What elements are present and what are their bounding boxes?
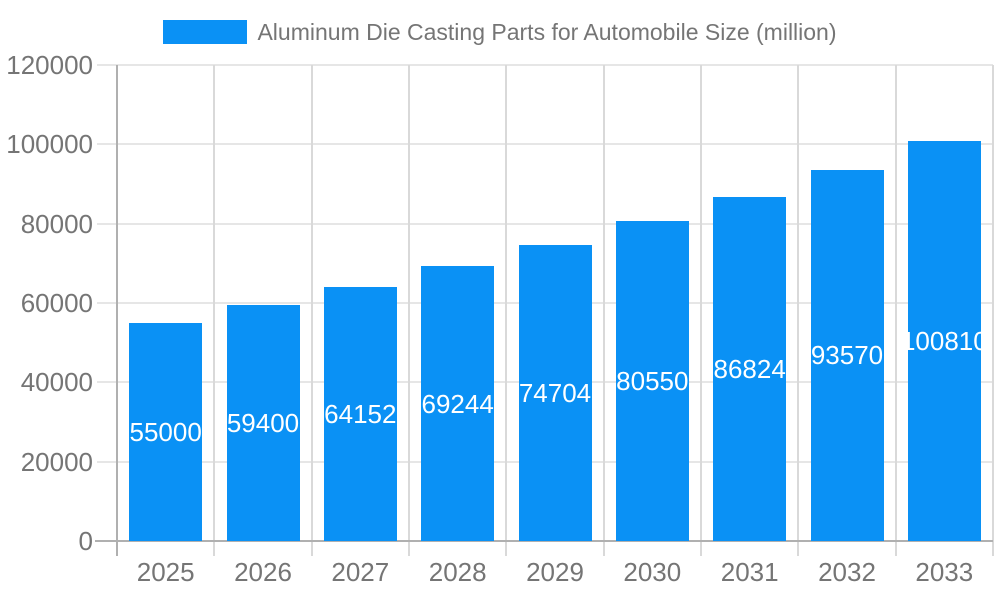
y-axis-tick-label: 120000 [6, 50, 93, 80]
bar-value-label: 59400 [226, 408, 300, 439]
x-axis-tick-label: 2032 [818, 557, 876, 587]
legend-label[interactable]: Aluminum Die Casting Parts for Automobil… [257, 19, 837, 45]
bar[interactable] [518, 244, 592, 541]
x-axis-tick-label: 2031 [720, 557, 779, 587]
y-axis-tick-label: 0 [78, 526, 93, 556]
bar[interactable] [810, 169, 884, 541]
bar[interactable] [615, 221, 689, 541]
bar[interactable] [907, 141, 981, 541]
bar[interactable] [323, 286, 397, 541]
x-axis-line [95, 540, 993, 542]
y-axis-tick-label: 20000 [20, 446, 93, 477]
x-gridline [408, 65, 410, 556]
x-gridline [797, 65, 800, 556]
bar-value-label: 55000 [129, 416, 202, 447]
x-axis-tick-label: 2030 [623, 557, 682, 587]
bar-value-label: 86824 [713, 353, 786, 384]
y-axis-tick-label: 40000 [20, 367, 93, 398]
bar-value-label: 74704 [518, 377, 592, 408]
y-gridline [97, 64, 993, 66]
bar-value-label: 64152 [324, 398, 397, 429]
bar[interactable] [129, 322, 203, 541]
y-axis-tick-label: 80000 [20, 208, 93, 239]
x-axis-tick-label: 2026 [234, 557, 292, 587]
x-axis-tick-label: 2029 [526, 557, 584, 587]
x-axis-tick-label: 2028 [428, 557, 487, 587]
bar[interactable] [421, 266, 495, 541]
x-axis-tick-label: 2027 [331, 557, 390, 587]
bar-value-label: 80550 [616, 366, 689, 397]
x-gridline [213, 65, 216, 556]
bar[interactable] [713, 196, 787, 541]
x-axis-tick-label: 2033 [915, 557, 974, 587]
y-axis-line [116, 65, 118, 556]
x-axis-tick-label: 2025 [136, 557, 195, 587]
bar-value-label: 93570 [810, 340, 884, 371]
x-gridline [505, 65, 508, 556]
legend: Aluminum Die Casting Parts for Automobil… [0, 17, 1000, 47]
bar-value-label: 100810 [900, 326, 988, 357]
y-axis-tick-label: 100000 [6, 129, 93, 160]
x-gridline [700, 65, 702, 556]
y-gridline [97, 222, 993, 225]
x-gridline [310, 65, 313, 556]
y-axis-tick-label: 60000 [20, 288, 93, 318]
x-gridline [992, 65, 994, 556]
bar-value-label: 69244 [421, 388, 494, 419]
x-gridline [602, 65, 605, 556]
bar[interactable] [226, 305, 300, 541]
legend-swatch[interactable] [163, 20, 248, 44]
x-gridline [894, 65, 897, 556]
y-gridline [97, 143, 993, 146]
